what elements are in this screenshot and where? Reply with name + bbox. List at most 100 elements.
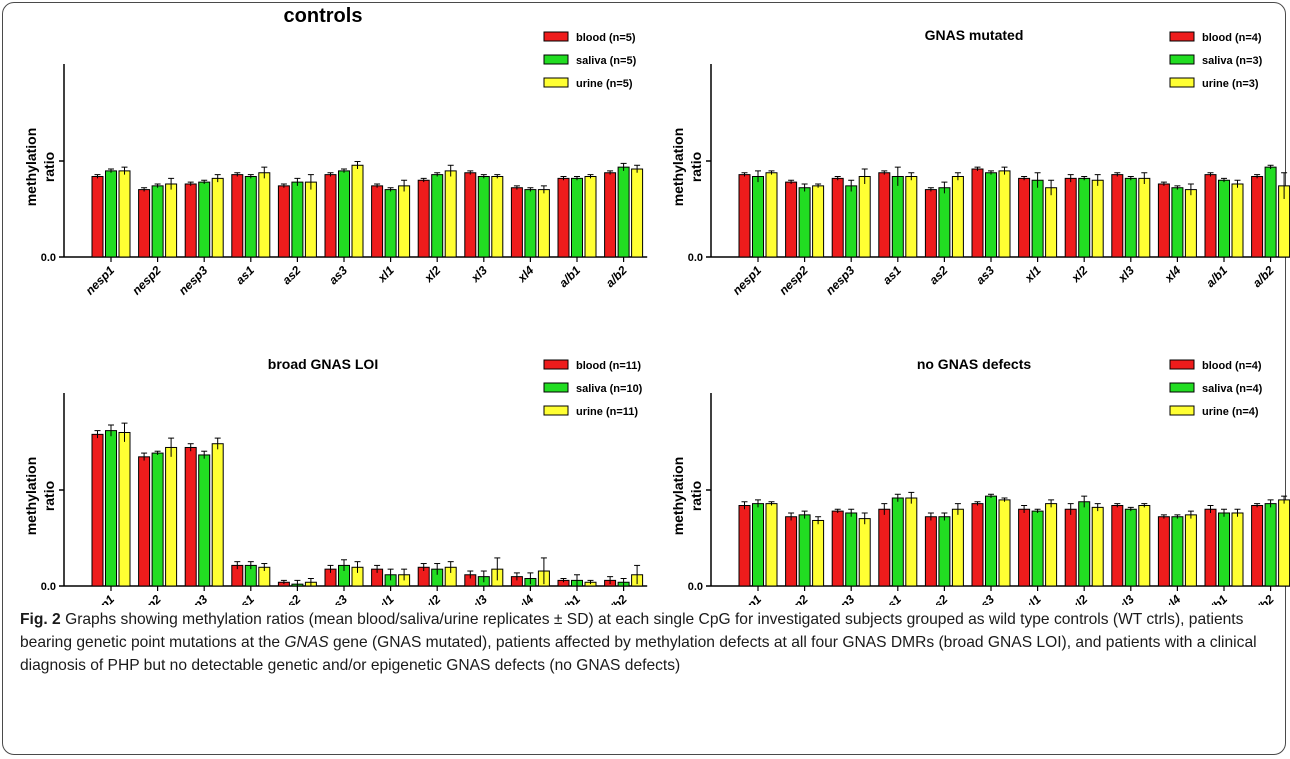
bar-blood-nesp1 <box>738 174 751 258</box>
bar-saliva-xl3 <box>477 175 490 258</box>
legend-label-saliva: saliva (n=4) <box>1202 383 1263 395</box>
legend-label-saliva: saliva (n=10) <box>576 383 643 395</box>
bar-urine-xl1 <box>1045 187 1058 258</box>
legend-label-saliva: saliva (n=5) <box>576 55 637 67</box>
x-tick-label-ab1: a/b1 <box>1203 592 1230 605</box>
bar-urine-as2 <box>304 181 317 258</box>
x-tick-label-ab1: a/b1 <box>556 592 583 605</box>
y-axis-label-line1: methylation <box>670 457 686 536</box>
bar-urine-ab1 <box>1231 512 1244 587</box>
legend-label-blood: blood (n=5) <box>576 32 636 44</box>
bar-urine-nesp2 <box>165 446 178 587</box>
x-tick-label-ab2: a/b2 <box>603 592 630 605</box>
legend-swatch-urine <box>543 77 569 88</box>
bar-blood-as2 <box>924 189 937 258</box>
bar-saliva-as3 <box>338 170 350 258</box>
figure-label: Fig. 2 <box>20 611 61 628</box>
bar-saliva-ab1 <box>571 177 583 258</box>
y-axis-label-line2: ratio <box>688 481 704 511</box>
x-tick-label-nesp1: nesp1 <box>730 263 765 298</box>
x-tick-label-ab2: a/b2 <box>603 263 630 290</box>
bar-urine-nesp3 <box>858 175 871 258</box>
y-tick-label: 0.0 <box>688 581 703 593</box>
bar-blood-as2 <box>277 185 290 258</box>
x-tick-label-nesp2: nesp2 <box>776 592 811 605</box>
caption-text-part2: gene (GNAS mutated), patients affected b… <box>20 634 1257 674</box>
x-tick-label-nesp1: nesp1 <box>730 592 765 605</box>
x-tick-label-nesp2: nesp2 <box>129 592 164 605</box>
chart-title: controls <box>284 5 363 27</box>
legend-swatch-blood <box>543 359 569 370</box>
bar-urine-xl2 <box>1091 179 1104 258</box>
x-tick-label-nesp3: nesp3 <box>823 263 858 298</box>
bar-urine-nesp2 <box>812 185 825 258</box>
y-tick-label: 0.0 <box>688 252 703 264</box>
bar-blood-nesp2 <box>138 456 151 587</box>
bar-urine-xl3 <box>491 175 504 258</box>
figure-panels: controls blood (n=5) saliva (n=5) urine (n=… <box>23 5 1290 605</box>
bar-blood-ab2 <box>604 172 617 258</box>
bar-saliva-ab2 <box>1264 503 1277 587</box>
bar-saliva-as2 <box>938 516 951 587</box>
chart-title: no GNAS defects <box>917 356 1032 372</box>
bar-blood-nesp3 <box>184 446 197 587</box>
y-axis-label-line2: ratio <box>41 481 57 511</box>
bar-blood-xl2 <box>1064 177 1077 258</box>
bar-saliva-nesp1 <box>752 175 764 258</box>
bar-urine-xl2 <box>444 170 457 258</box>
x-tick-label-as1: as1 <box>233 592 257 605</box>
x-tick-label-xl4: xl4 <box>514 263 537 286</box>
bar-saliva-as1 <box>244 175 257 258</box>
bar-urine-ab2 <box>1278 499 1290 587</box>
bar-saliva-nesp1 <box>752 503 764 587</box>
bar-blood-ab2 <box>1251 175 1264 258</box>
legend-label-saliva: saliva (n=3) <box>1202 55 1263 67</box>
bar-urine-ab2 <box>631 168 644 258</box>
bar-saliva-ab1 <box>1218 179 1230 258</box>
bar-blood-as1 <box>878 508 891 587</box>
x-tick-label-xl1: xl1 <box>1021 263 1044 286</box>
x-tick-label-ab1: a/b1 <box>1203 263 1230 290</box>
bar-saliva-nesp3 <box>845 185 858 258</box>
bar-saliva-ab2 <box>1264 166 1277 258</box>
x-tick-label-xl2: xl2 <box>421 263 444 286</box>
bar-saliva-xl4 <box>1171 187 1184 258</box>
x-tick-label-as1: as1 <box>233 263 257 287</box>
bar-urine-as1 <box>905 497 918 587</box>
bar-saliva-xl2 <box>431 174 444 258</box>
x-tick-label-nesp3: nesp3 <box>176 592 211 605</box>
y-axis-label-line1: methylation <box>23 128 39 207</box>
x-tick-label-xl1: xl1 <box>374 592 397 605</box>
bar-urine-xl2 <box>1091 506 1104 587</box>
bar-blood-ab1 <box>1204 174 1217 258</box>
legend-label-urine: urine (n=11) <box>576 406 638 418</box>
bar-urine-as3 <box>998 170 1011 258</box>
legend-swatch-urine <box>543 405 569 416</box>
bar-urine-as3 <box>998 499 1011 587</box>
x-tick-label-nesp3: nesp3 <box>176 263 211 298</box>
x-tick-label-ab1: a/b1 <box>556 263 583 290</box>
legend-swatch-saliva <box>1169 54 1195 65</box>
legend-swatch-urine <box>1169 77 1195 88</box>
bar-urine-xl4 <box>1184 514 1197 587</box>
bar-blood-nesp1 <box>738 504 751 587</box>
bar-urine-nesp1 <box>765 172 778 258</box>
x-tick-label-as2: as2 <box>926 263 950 287</box>
bar-blood-xl3 <box>1111 504 1124 587</box>
x-tick-label-xl3: xl3 <box>468 263 491 286</box>
bar-urine-ab1 <box>1231 183 1244 258</box>
bar-blood-nesp2 <box>785 181 798 258</box>
bar-blood-as3 <box>971 168 984 258</box>
legend-swatch-blood <box>1169 31 1195 42</box>
bar-urine-xl3 <box>1138 504 1151 587</box>
y-tick-label: 0.0 <box>41 252 56 264</box>
x-tick-label-as3: as3 <box>326 592 350 605</box>
x-tick-label-xl1: xl1 <box>1021 592 1044 605</box>
bar-saliva-xl3 <box>1124 177 1137 258</box>
bar-blood-nesp3 <box>184 183 197 258</box>
bar-blood-nesp2 <box>785 516 798 587</box>
caption-text-part1: Graphs showing methylation ratios (mean … <box>20 611 1244 651</box>
x-tick-label-ab2: a/b2 <box>1250 263 1277 290</box>
bar-saliva-as3 <box>985 172 997 258</box>
x-tick-label-as3: as3 <box>973 263 997 287</box>
